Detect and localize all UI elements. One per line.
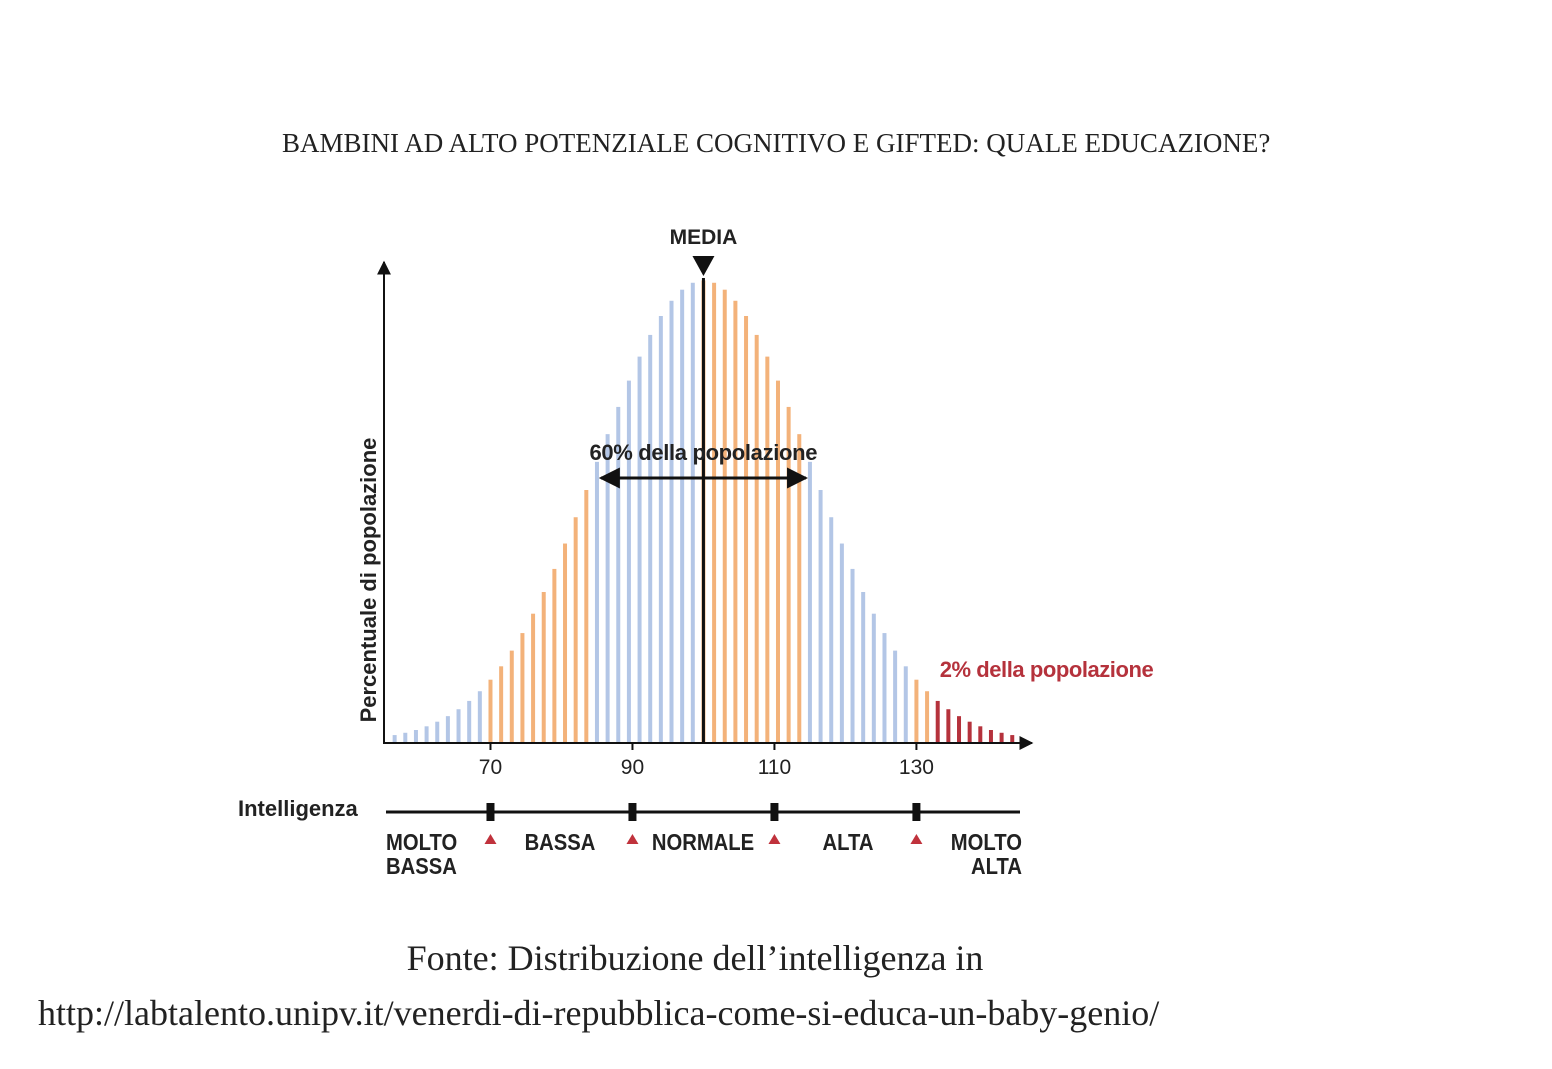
bar xyxy=(605,434,610,742)
bar xyxy=(786,406,791,742)
bar xyxy=(520,633,525,742)
bar xyxy=(531,613,536,742)
bar xyxy=(584,490,589,742)
bar xyxy=(807,461,812,742)
bar xyxy=(733,300,738,742)
bar xyxy=(722,289,727,742)
bar xyxy=(509,650,514,742)
bar xyxy=(669,300,674,742)
bar xyxy=(477,691,482,742)
mean-label: MEDIA xyxy=(670,226,738,249)
bar xyxy=(882,633,887,742)
bar xyxy=(467,700,472,742)
bar xyxy=(680,289,685,742)
bar xyxy=(1010,735,1015,742)
bar xyxy=(690,282,695,742)
scale-tick xyxy=(486,803,495,821)
bar xyxy=(541,592,546,742)
bar xyxy=(744,316,749,742)
bar xyxy=(552,568,557,742)
mean-marker xyxy=(692,256,715,276)
scale-marker xyxy=(768,834,781,844)
bar xyxy=(775,380,780,742)
bar xyxy=(871,613,876,742)
bar xyxy=(946,709,951,742)
bar xyxy=(999,732,1004,742)
bar xyxy=(957,716,962,742)
bar xyxy=(765,356,770,742)
bar xyxy=(392,735,397,742)
scale-band: MOLTO BASSA xyxy=(386,829,458,879)
source-url: http://labtalento.unipv.it/venerdi-di-re… xyxy=(38,993,1159,1033)
y-axis-label: Percentuale di popolazione xyxy=(356,438,381,723)
bar xyxy=(573,517,578,742)
bar xyxy=(403,732,408,742)
bar xyxy=(935,700,940,742)
bar xyxy=(658,316,663,742)
bar xyxy=(413,730,418,742)
chart-title: BAMBINI AD ALTO POTENZIALE COGNITIVO E G… xyxy=(282,128,1270,158)
scale-marker xyxy=(626,834,639,844)
bar xyxy=(435,721,440,742)
scale-band: ALTA xyxy=(822,829,874,855)
scale-band: BASSA xyxy=(524,829,596,855)
scale-band: NORMALE xyxy=(651,829,755,855)
scale-tick xyxy=(628,803,637,821)
bar xyxy=(988,730,993,742)
scale-marker xyxy=(910,834,923,844)
bar xyxy=(967,721,972,742)
bar xyxy=(861,592,866,742)
bar xyxy=(594,461,599,742)
bar xyxy=(754,334,759,742)
bar xyxy=(903,666,908,742)
bar xyxy=(797,434,802,742)
bar xyxy=(839,543,844,742)
bar xyxy=(637,356,642,742)
bar xyxy=(488,679,493,742)
scale-tick xyxy=(912,803,921,821)
scale-marker xyxy=(484,834,497,844)
bar xyxy=(850,568,855,742)
bar xyxy=(712,282,717,742)
bar xyxy=(616,406,621,742)
bar xyxy=(626,380,631,742)
bar xyxy=(893,650,898,742)
x-tick-label: 70 xyxy=(479,756,502,779)
bar xyxy=(445,716,450,742)
x-tick-label: 90 xyxy=(621,756,644,779)
bar xyxy=(648,334,653,742)
annotation: 60% della popolazione xyxy=(589,440,817,465)
annotation: 2% della popolazione xyxy=(940,657,1154,682)
bar xyxy=(563,543,568,742)
x-tick-label: 110 xyxy=(758,756,791,779)
bar xyxy=(499,666,504,742)
scale-label: Intelligenza xyxy=(238,796,359,821)
bar xyxy=(818,490,823,742)
bar xyxy=(978,726,983,742)
scale-tick xyxy=(770,803,779,821)
source-line: Fonte: Distribuzione dell’intelligenza i… xyxy=(407,938,984,978)
bar xyxy=(914,679,919,742)
bar xyxy=(456,709,461,742)
scale-band: MOLTO ALTA xyxy=(950,829,1022,879)
x-tick-label: 130 xyxy=(899,756,934,779)
bar xyxy=(424,726,429,742)
bar xyxy=(925,691,930,742)
bar xyxy=(829,517,834,742)
